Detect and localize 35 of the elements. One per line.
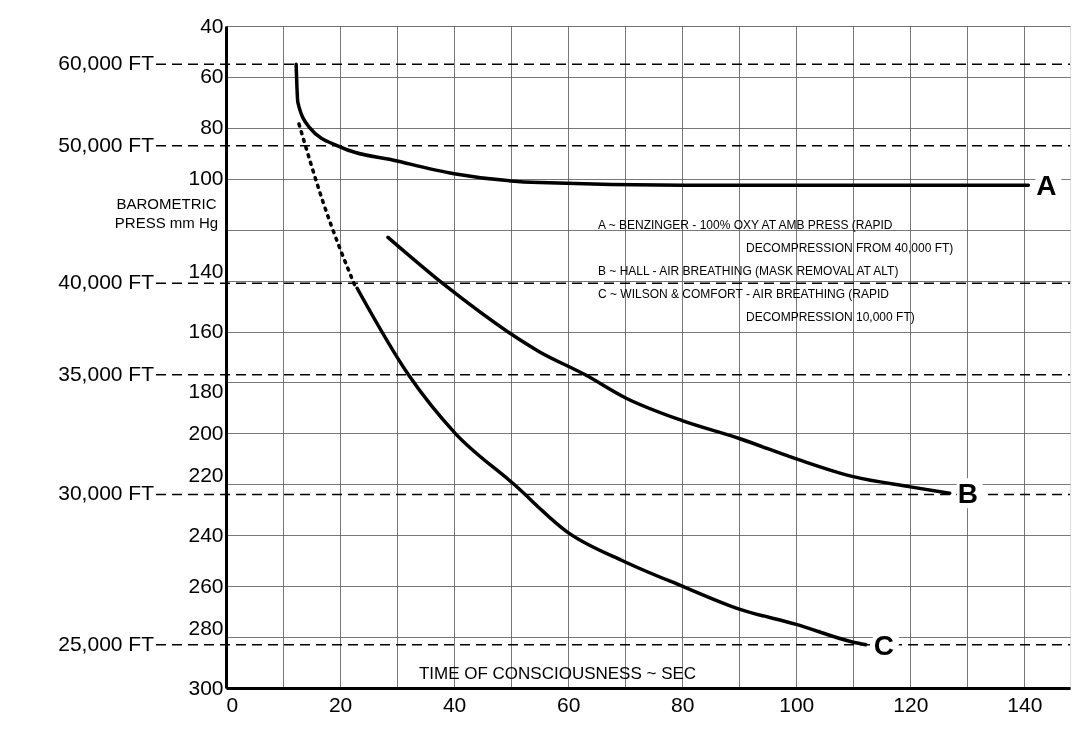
- y-tick-label: 80: [200, 115, 224, 139]
- y-tick-label: 260: [188, 573, 224, 597]
- x-tick-label: 40: [442, 692, 467, 716]
- x-tick-label: 0: [226, 692, 239, 716]
- y-tick-label: 200: [188, 420, 224, 444]
- y-tick-label: 40: [200, 13, 224, 37]
- y-tick-label: 240: [188, 522, 224, 546]
- x-tick-label: 60: [556, 692, 581, 716]
- ref-line-label: 35,000 FT: [58, 361, 155, 385]
- annotation: A ~ BENZINGER - 100% OXY AT AMB PRESS (RAPID DECOMPRESSION FROM 40,000 FT): [598, 218, 954, 255]
- x-tick-label: 140: [1007, 692, 1043, 716]
- annotation: B ~ HALL - AIR BREATHING (MASK REMOVAL AT ALT): [598, 264, 899, 278]
- y-tick-label: 280: [188, 615, 224, 639]
- series-label: A: [1036, 170, 1057, 202]
- y-tick-label: 140: [188, 259, 224, 283]
- y-tick-label: 300: [188, 675, 224, 699]
- series-label: B: [957, 478, 978, 510]
- x-tick-label: 120: [893, 692, 929, 716]
- ref-line-label: 40,000 FT: [58, 270, 155, 294]
- x-tick-label: 20: [328, 692, 353, 716]
- x-axis-title: TIME OF CONSCIOUSNESS ~ SEC: [418, 663, 697, 683]
- y-tick-label: 220: [188, 462, 224, 486]
- x-tick-label: 100: [779, 692, 815, 716]
- x-tick-label: 80: [671, 692, 695, 716]
- ref-line-label: 50,000 FT: [58, 132, 155, 156]
- ref-line-label: 30,000 FT: [58, 481, 155, 505]
- ref-line-label: 25,000 FT: [58, 631, 155, 655]
- series-label: C: [873, 629, 895, 661]
- y-tick-label: 60: [200, 64, 224, 88]
- annotation: C ~ WILSON & COMFORT - AIR BREATHING (RAPID DECOMPRESSION 10,000 FT): [598, 287, 915, 324]
- y-tick-label: 180: [188, 378, 224, 402]
- y-axis-title: BAROMETRIC PRESS mm Hg: [114, 194, 219, 231]
- ref-line-label: 60,000 FT: [58, 51, 155, 75]
- y-tick-label: 100: [188, 166, 224, 190]
- y-tick-label: 160: [188, 319, 224, 343]
